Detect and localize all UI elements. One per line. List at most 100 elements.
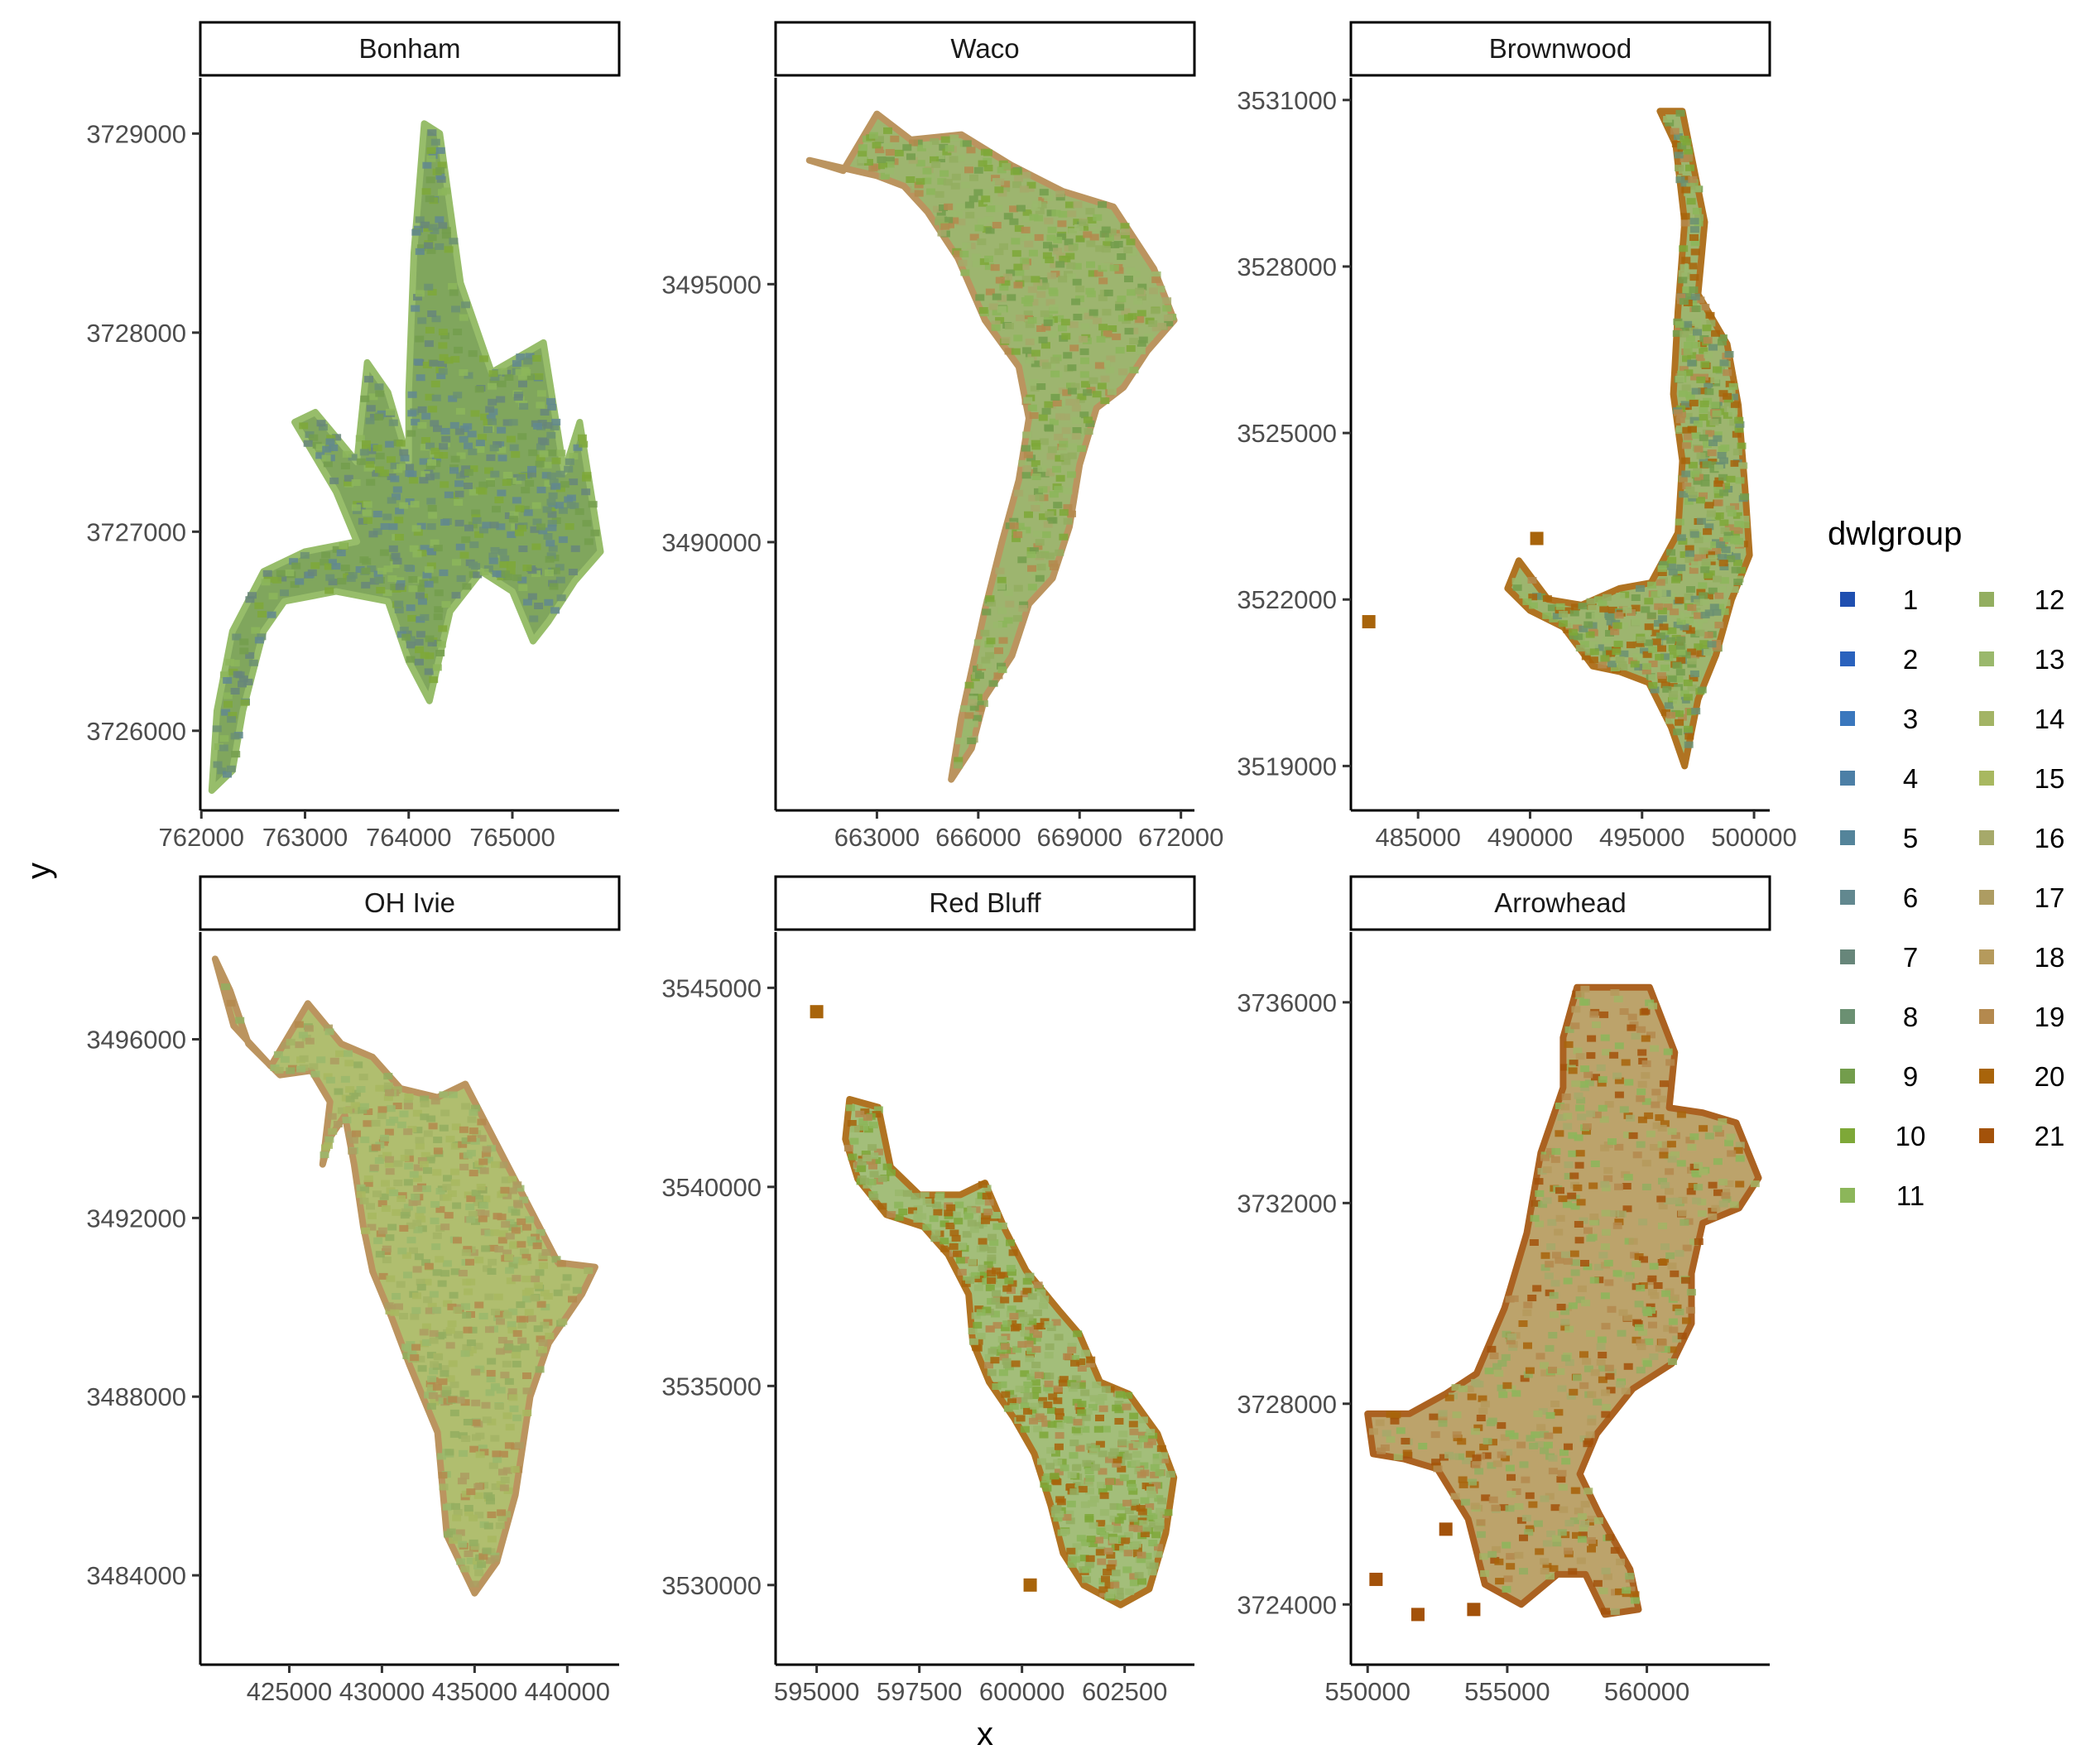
data-cell xyxy=(1617,1210,1627,1218)
data-cell xyxy=(997,295,1007,302)
data-cell xyxy=(1083,389,1093,397)
data-cell xyxy=(1567,1192,1577,1199)
data-cell xyxy=(549,583,559,590)
data-cell xyxy=(1114,1588,1124,1595)
data-cell xyxy=(1033,1331,1042,1339)
data-cell xyxy=(1685,394,1695,401)
data-cell xyxy=(975,1198,985,1205)
data-cell xyxy=(1101,262,1110,270)
data-cell xyxy=(1694,598,1704,606)
data-cell xyxy=(1704,523,1714,531)
data-cell xyxy=(1040,1481,1050,1488)
data-cell xyxy=(1009,1403,1019,1410)
data-cell xyxy=(479,526,488,534)
data-cell xyxy=(494,1246,504,1253)
data-cell xyxy=(508,1262,518,1269)
data-cell xyxy=(374,1157,384,1164)
data-cell xyxy=(1690,470,1700,478)
data-cell xyxy=(507,1388,517,1396)
data-cell xyxy=(392,1209,401,1216)
y-tick-label: 3724000 xyxy=(1237,1590,1337,1619)
data-cell xyxy=(1060,1528,1069,1536)
data-cell xyxy=(450,1179,460,1186)
data-cell xyxy=(455,543,465,550)
data-cell xyxy=(1124,276,1133,282)
data-cell xyxy=(1569,1250,1579,1257)
data-cell xyxy=(422,1185,431,1193)
data-cell xyxy=(477,1135,487,1142)
data-cell xyxy=(1658,1177,1667,1185)
data-cell xyxy=(1712,608,1722,616)
data-cell xyxy=(340,565,350,572)
data-cell xyxy=(375,390,385,397)
data-cell xyxy=(568,569,578,575)
data-cell xyxy=(1499,1504,1509,1512)
data-cell xyxy=(1031,1387,1041,1394)
y-tick-label: 3530000 xyxy=(661,1571,762,1600)
data-cell xyxy=(1069,1452,1079,1459)
data-cell xyxy=(972,260,982,267)
data-cell xyxy=(947,210,957,218)
data-cell xyxy=(1132,1451,1142,1458)
data-cell xyxy=(949,217,959,224)
data-cell xyxy=(450,1168,459,1175)
data-cell xyxy=(1033,1281,1043,1289)
legend-key xyxy=(1840,771,1855,786)
data-cell xyxy=(1574,633,1583,641)
data-cell xyxy=(1106,1564,1116,1571)
data-cell xyxy=(1038,486,1048,493)
data-cell xyxy=(1696,650,1706,657)
data-cell xyxy=(390,1309,400,1316)
data-cell xyxy=(1668,569,1678,576)
data-cell xyxy=(1153,1550,1163,1558)
data-cell xyxy=(1679,245,1689,252)
data-cell xyxy=(445,1136,455,1143)
data-cell xyxy=(404,1162,414,1170)
data-cell xyxy=(1641,1098,1651,1105)
data-cell xyxy=(1033,531,1043,537)
data-cell xyxy=(361,1227,371,1234)
data-cell xyxy=(518,546,528,552)
data-cell xyxy=(1076,1535,1086,1542)
data-cell xyxy=(516,1315,526,1323)
data-cell xyxy=(546,498,556,506)
data-cell xyxy=(381,1205,391,1212)
data-cell xyxy=(486,454,496,461)
data-cell xyxy=(882,1163,892,1170)
data-cell xyxy=(1649,1353,1659,1360)
data-cell xyxy=(446,1528,456,1536)
data-cell xyxy=(496,396,506,403)
data-cell xyxy=(1067,364,1077,372)
data-cell xyxy=(212,725,222,733)
data-cell xyxy=(1482,1438,1492,1445)
data-cell xyxy=(473,1483,483,1490)
data-cell xyxy=(1651,1101,1660,1108)
data-cell xyxy=(1694,554,1704,561)
data-cell xyxy=(1563,1304,1572,1311)
data-cell xyxy=(415,1212,425,1219)
data-cell xyxy=(1003,1405,1013,1412)
data-cell xyxy=(1146,1486,1156,1493)
data-cell xyxy=(348,1147,358,1155)
data-cell xyxy=(362,440,371,448)
data-cell xyxy=(426,1115,436,1122)
data-cell xyxy=(983,165,993,171)
data-cell xyxy=(1545,1492,1555,1500)
data-cell xyxy=(1086,1536,1096,1543)
data-cell xyxy=(219,735,229,743)
data-cell xyxy=(1668,1318,1678,1325)
data-cell xyxy=(403,1128,413,1136)
data-cell xyxy=(1575,1053,1585,1060)
data-cell xyxy=(336,550,346,556)
data-cell xyxy=(409,1170,419,1178)
data-cell xyxy=(505,1233,515,1240)
data-cell xyxy=(483,1156,493,1164)
data-cell xyxy=(409,1247,418,1254)
data-cell xyxy=(1041,1420,1051,1427)
data-cell xyxy=(1079,348,1089,355)
data-cell xyxy=(1543,1441,1553,1449)
data-cell xyxy=(1650,1045,1660,1052)
data-cell xyxy=(1137,1578,1146,1585)
data-cell xyxy=(1721,483,1730,490)
